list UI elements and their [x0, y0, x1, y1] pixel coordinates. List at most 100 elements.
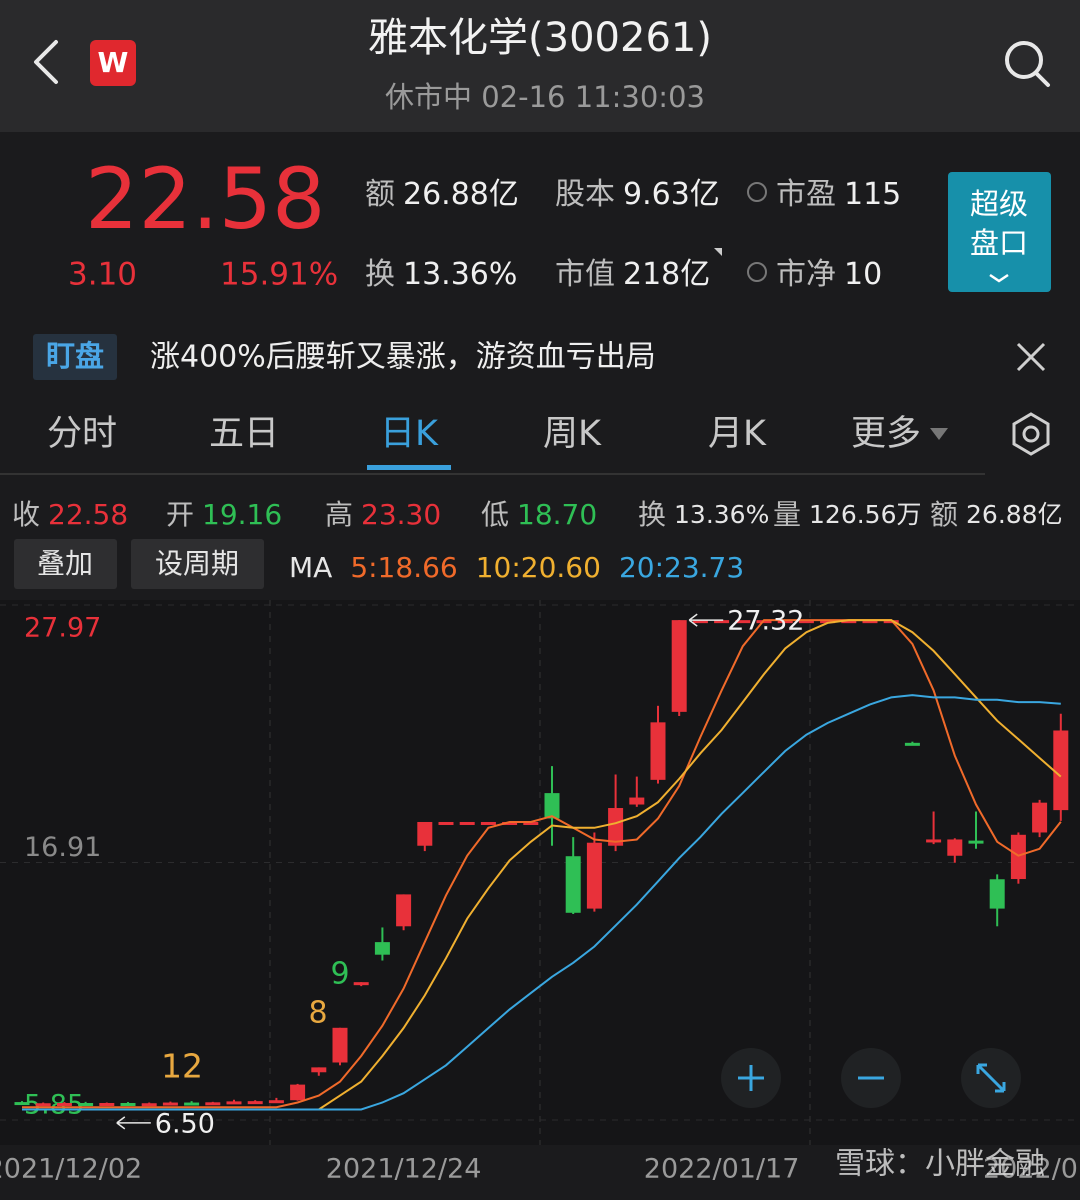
low-label: 6.50: [155, 1108, 215, 1139]
summary-label: 额: [930, 498, 958, 531]
summary-item: 换 13.36%: [638, 498, 769, 531]
y-tick-label: 5.85: [24, 1090, 84, 1121]
summary-item: 额 26.88亿: [930, 498, 1063, 531]
x-tick-label: 2021/12/24: [326, 1154, 482, 1185]
x-tick-label: 2022/01/17: [644, 1154, 800, 1185]
candle-body: [162, 1102, 178, 1106]
candle-body: [268, 1100, 284, 1104]
candle-body: [671, 620, 687, 712]
candle-body: [947, 839, 963, 856]
summary-value: 13.36%: [674, 500, 769, 529]
summary-item: 量 126.56万: [773, 498, 922, 531]
tab[interactable]: 分时: [47, 414, 117, 454]
candle-body: [141, 1103, 157, 1107]
super-panel-label: 盘口: [970, 226, 1028, 260]
candle-body: [226, 1101, 242, 1105]
settings-button[interactable]: [1012, 412, 1050, 456]
zoom-in-icon: [738, 1065, 764, 1091]
tab[interactable]: 日K: [380, 414, 439, 454]
candle-body: [777, 620, 793, 624]
tab[interactable]: 更多: [851, 414, 921, 454]
candle-body: [608, 808, 624, 846]
summary-label: 开: [166, 498, 194, 531]
summary-label: 低: [481, 498, 509, 531]
ma-value: 10:20.60: [476, 551, 601, 584]
candle-body: [798, 620, 814, 624]
candle-body: [14, 1102, 30, 1106]
ma-value: 20:23.73: [619, 551, 744, 584]
candle-body: [544, 793, 560, 819]
candle-body: [883, 620, 899, 624]
count-label: 12: [161, 1047, 203, 1086]
candle-body: [205, 1102, 221, 1106]
ma-label-row: MA 5:18.66 10:20.60 20:23.73: [289, 551, 744, 584]
control-button[interactable]: [131, 539, 264, 589]
stat-value: 9.63亿: [623, 177, 720, 212]
summary-label: 收: [12, 498, 40, 531]
candle-body: [1032, 802, 1048, 833]
ma-value: 5:18.66: [350, 551, 457, 584]
candle-body: [353, 982, 369, 986]
market-status: 休市中 02-16 11:30:03: [385, 80, 705, 114]
stats: 额 26.88亿 股本 9.63亿 市盈 115 换 13.36% 市值 218亿 市净 10: [365, 177, 901, 292]
corner-mark: [714, 248, 722, 256]
close-news[interactable]: [1016, 342, 1046, 372]
stat: 换 13.36%: [365, 257, 517, 292]
news-text[interactable]: 涨400%后腰斩又暴涨，游资血亏出局: [150, 340, 656, 375]
control-button[interactable]: [14, 539, 117, 589]
candle-body: [523, 821, 539, 825]
super-panel-button[interactable]: [948, 172, 1051, 292]
stat-value: 115: [844, 177, 901, 212]
tab[interactable]: 月K: [708, 414, 767, 454]
search-button[interactable]: [1005, 41, 1050, 87]
candle-body: [502, 821, 518, 825]
stat: 市值 218亿: [555, 257, 710, 292]
tab-indicator: [367, 465, 451, 470]
candle-body: [184, 1102, 200, 1106]
low-arrow: [116, 1116, 151, 1130]
candle-body: [841, 620, 857, 624]
tab[interactable]: 周K: [543, 414, 602, 454]
candle-body: [35, 1103, 51, 1107]
candle-body: [714, 620, 730, 624]
price: 22.58: [85, 150, 325, 248]
fullscreen-icon: [976, 1063, 1006, 1093]
more-arrow: [930, 428, 948, 440]
candle-body: [78, 1103, 94, 1107]
price-change-pct: 15.91%: [220, 257, 338, 293]
candle-body: [374, 942, 390, 955]
zoom-in[interactable]: [721, 1048, 781, 1108]
watermark: 雪球：小胖金融: [835, 1147, 1045, 1182]
candle-body: [99, 1103, 115, 1107]
high-arrow: [688, 613, 724, 627]
fullscreen[interactable]: [961, 1048, 1021, 1108]
y-tick-label: 16.91: [24, 832, 101, 863]
summary-value: 18.70: [517, 498, 597, 531]
chart: 27.97 16.91 5.85 27.32 6.50 12 89: [0, 604, 1080, 1139]
candle-body: [968, 840, 984, 844]
candle-body: [311, 1067, 327, 1073]
stat: 股本 9.63亿: [555, 177, 720, 212]
stat: 市净 10: [776, 257, 882, 292]
control-label: 设周期: [155, 547, 239, 580]
candle-body: [1053, 730, 1069, 811]
y-tick-label: 27.97: [24, 613, 101, 644]
candle-body: [989, 879, 1005, 909]
tab[interactable]: 五日: [209, 414, 279, 454]
info-icon[interactable]: [747, 182, 767, 202]
candle-body: [629, 797, 645, 805]
zoom-out[interactable]: [841, 1048, 901, 1108]
summary-value: 22.58: [48, 498, 128, 531]
candle-body: [692, 620, 708, 624]
back-button[interactable]: [34, 40, 58, 84]
summary: 收 22.58 开 19.16 高 23.30 低 18.70 换 13.36% 量 126.56万额…: [12, 498, 1063, 531]
summary-value: 126.56万: [809, 500, 921, 529]
ma-legend: MA 5:18.66 10:20.60 20:23.73: [289, 551, 744, 584]
candle-body: [926, 839, 942, 843]
stat-value: 10: [844, 257, 882, 292]
summary-label: 高: [325, 498, 353, 531]
badge-icon: [90, 40, 136, 86]
info-icon[interactable]: [747, 262, 767, 282]
candle-body: [586, 842, 602, 909]
